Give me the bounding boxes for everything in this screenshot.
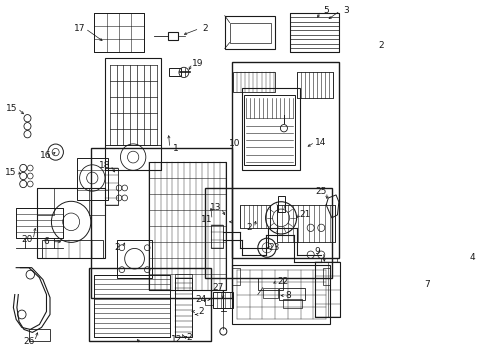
Text: 1: 1 [172,144,178,153]
Bar [262,288,277,298]
Bar [41,240,102,258]
Bar [233,72,275,92]
Text: 17: 17 [74,24,85,33]
Bar [94,13,143,53]
Bar [323,268,330,285]
Bar [240,205,269,228]
Text: 12: 12 [171,335,182,344]
Bar [169,68,181,76]
Text: 9: 9 [314,247,320,256]
Bar [204,298,213,305]
Text: 2: 2 [202,24,207,33]
Text: 10: 10 [228,139,240,148]
Text: 5: 5 [323,6,328,15]
Text: 2: 2 [245,223,251,232]
Text: 13: 13 [209,203,221,212]
Bar [241,88,300,170]
Bar [117,240,152,278]
Text: 4: 4 [469,253,475,262]
Bar [282,298,301,307]
Bar [231,268,240,285]
Text: 22: 22 [276,277,287,286]
Bar [278,196,284,212]
Bar [77,158,107,200]
Text: 11: 11 [200,215,212,224]
Text: 25: 25 [315,188,326,197]
Text: 18: 18 [99,161,110,170]
Bar [16,208,62,238]
Bar [224,15,275,49]
Bar [37,188,105,258]
Text: 8: 8 [285,291,290,300]
Text: 19: 19 [192,59,203,68]
Bar [210,225,222,248]
Bar [279,288,305,300]
Bar [105,168,118,205]
Text: 15: 15 [6,104,18,113]
Bar [168,32,178,40]
Bar [94,275,169,337]
Bar [37,188,53,215]
Text: 2: 2 [198,307,203,316]
Bar [175,278,192,337]
Bar [29,329,50,341]
Text: 2: 2 [114,243,120,252]
Text: 21: 21 [299,210,310,219]
Text: 2: 2 [186,333,192,342]
Bar [276,205,335,242]
Bar [321,258,337,262]
Bar [105,145,161,170]
Bar [296,72,332,98]
Bar [213,292,233,307]
Text: 6: 6 [43,237,49,246]
Text: 27: 27 [212,283,223,292]
Bar [89,188,105,215]
Bar [89,268,210,341]
Bar [204,188,331,278]
Bar [257,278,282,289]
Bar [105,58,161,170]
Text: 14: 14 [314,138,325,147]
Text: 26: 26 [23,337,35,346]
Text: 15: 15 [5,167,16,176]
Bar [243,95,295,165]
Text: 7: 7 [423,280,429,289]
Bar [231,265,330,324]
Bar [289,13,338,53]
Text: 16: 16 [40,150,51,159]
Bar [148,162,225,289]
Bar [314,262,340,318]
Bar [229,23,270,42]
Text: 24: 24 [195,295,206,304]
Bar [175,274,192,278]
Text: 2: 2 [378,41,383,50]
Text: 20: 20 [22,235,33,244]
Text: 3: 3 [343,6,348,15]
Text: 23: 23 [268,243,279,252]
Bar [91,148,231,298]
Bar [231,62,338,258]
